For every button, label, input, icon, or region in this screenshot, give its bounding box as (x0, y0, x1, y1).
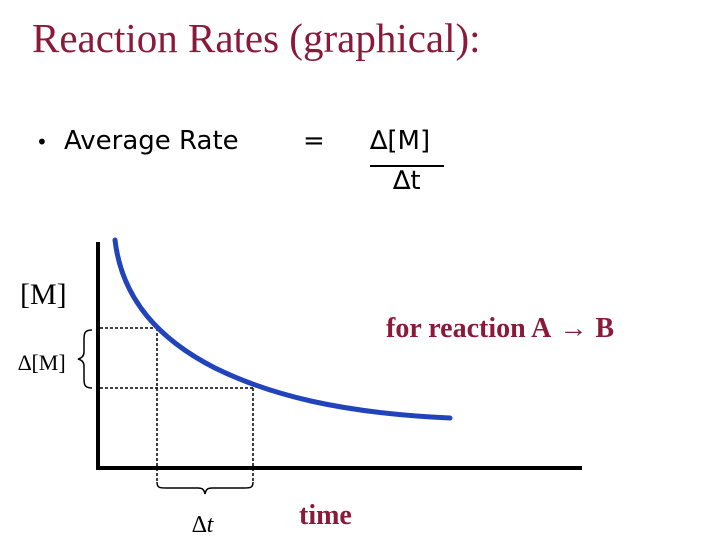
reaction-prefix: for reaction A (386, 313, 552, 344)
reaction-product: B (595, 313, 615, 344)
bullet-marker: • (36, 130, 48, 154)
slide-title: Reaction Rates (graphical): (32, 15, 481, 61)
delta-t-brace (156, 481, 254, 495)
concentration-curve (112, 237, 453, 421)
average-rate-label: Average Rate (64, 126, 239, 156)
x-axis-label: time (299, 500, 352, 531)
reaction-label: for reaction A → B (386, 313, 614, 345)
delta-t-label: ∆t (192, 512, 214, 538)
equals-sign: = (303, 126, 325, 156)
delta-m-brace (77, 329, 93, 389)
fraction-numerator: ∆[M] (370, 126, 431, 156)
right-arrow-icon: → (559, 313, 588, 344)
y-axis-label: [M] (20, 278, 67, 311)
delta-m-label: ∆[M] (18, 350, 66, 375)
fraction-bar (370, 165, 444, 167)
fraction-denominator: ∆t (393, 166, 421, 196)
